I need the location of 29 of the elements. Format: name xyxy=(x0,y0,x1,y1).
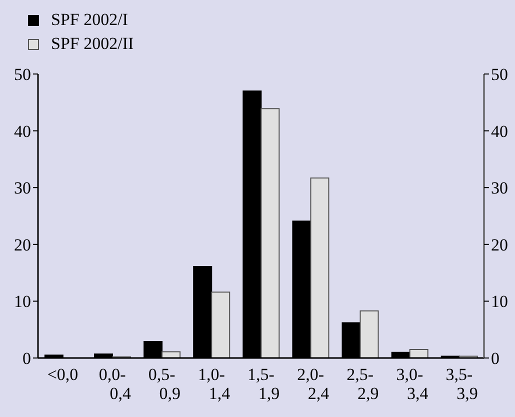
bar xyxy=(409,348,428,358)
x-tick-label: <0,0 xyxy=(47,365,78,384)
x-tick-label: 0,0-0,4 xyxy=(98,365,132,403)
x-tick-label: 0,5-0,9 xyxy=(148,365,181,403)
y2-tick-label: 50 xyxy=(491,65,508,84)
legend-label: SPF 2002/I xyxy=(51,9,128,31)
y2-tick-label: 40 xyxy=(491,122,508,141)
bar xyxy=(260,108,280,358)
x-tick-label: 2,0-2,4 xyxy=(297,365,330,403)
y2-tick-label: 30 xyxy=(491,178,508,198)
x-tick-label: 1,0-1,4 xyxy=(198,365,231,403)
y-tick-label: 20 xyxy=(14,235,31,254)
legend-label: SPF 2002/II xyxy=(51,33,134,55)
y2-tick-label: 0 xyxy=(491,349,500,368)
y2-tick-label: 10 xyxy=(491,292,508,312)
y-tick-label: 50 xyxy=(14,65,31,84)
x-tick-label: 1,5-1,9 xyxy=(248,365,280,403)
bar xyxy=(162,351,181,358)
y-tick-label: 40 xyxy=(14,122,31,141)
y-tick-label: 30 xyxy=(14,178,31,198)
bar xyxy=(310,177,330,358)
x-tick-label: 3,0-3,4 xyxy=(396,365,429,403)
x-tick-label: 3,5-3,9 xyxy=(446,365,478,403)
y-tick-label: 0 xyxy=(22,349,31,368)
bar xyxy=(360,310,379,358)
y-tick-label: 10 xyxy=(14,292,31,312)
y2-tick-label: 20 xyxy=(491,235,508,254)
bar xyxy=(211,292,230,358)
x-tick-label: 2,5-2,9 xyxy=(346,365,379,403)
